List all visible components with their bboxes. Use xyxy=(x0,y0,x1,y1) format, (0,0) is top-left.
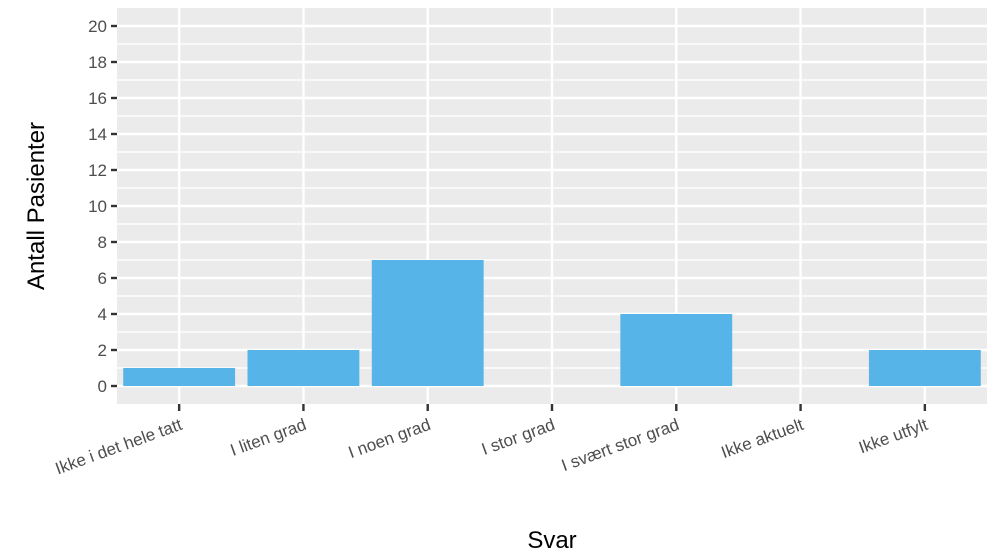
y-tick-label: 12 xyxy=(88,161,107,180)
grid-lines xyxy=(117,8,987,404)
x-tick-label: I noen grad xyxy=(346,415,433,462)
x-tick-label: Ikke utfylt xyxy=(856,415,930,458)
y-tick-label: 2 xyxy=(98,341,107,360)
y-tick-label: 0 xyxy=(98,377,107,396)
y-tick-label: 14 xyxy=(88,125,107,144)
x-tick-label: Ikke i det hele tatt xyxy=(53,415,185,479)
x-tick-label: I stor grad xyxy=(479,415,557,459)
bars xyxy=(123,260,981,386)
y-tick-label: 16 xyxy=(88,89,107,108)
x-axis-title: Svar xyxy=(527,527,576,553)
bar-2 xyxy=(371,260,484,386)
bar-1 xyxy=(247,350,360,386)
y-axis-title: Antall Pasienter xyxy=(23,122,50,290)
x-tick-label: I svært stor grad xyxy=(559,415,682,475)
bar-4 xyxy=(620,314,733,386)
y-tick-label: 10 xyxy=(88,197,107,216)
y-tick-label: 8 xyxy=(98,233,107,252)
y-tick-label: 20 xyxy=(88,17,107,36)
y-tick-label: 18 xyxy=(88,53,107,72)
bar-0 xyxy=(123,368,236,386)
x-tick-label: Ikke aktuelt xyxy=(719,415,807,462)
y-tick-label: 4 xyxy=(98,305,107,324)
x-tick-label: I liten grad xyxy=(228,415,309,460)
y-tick-label: 6 xyxy=(98,269,107,288)
bar-6 xyxy=(868,350,981,386)
